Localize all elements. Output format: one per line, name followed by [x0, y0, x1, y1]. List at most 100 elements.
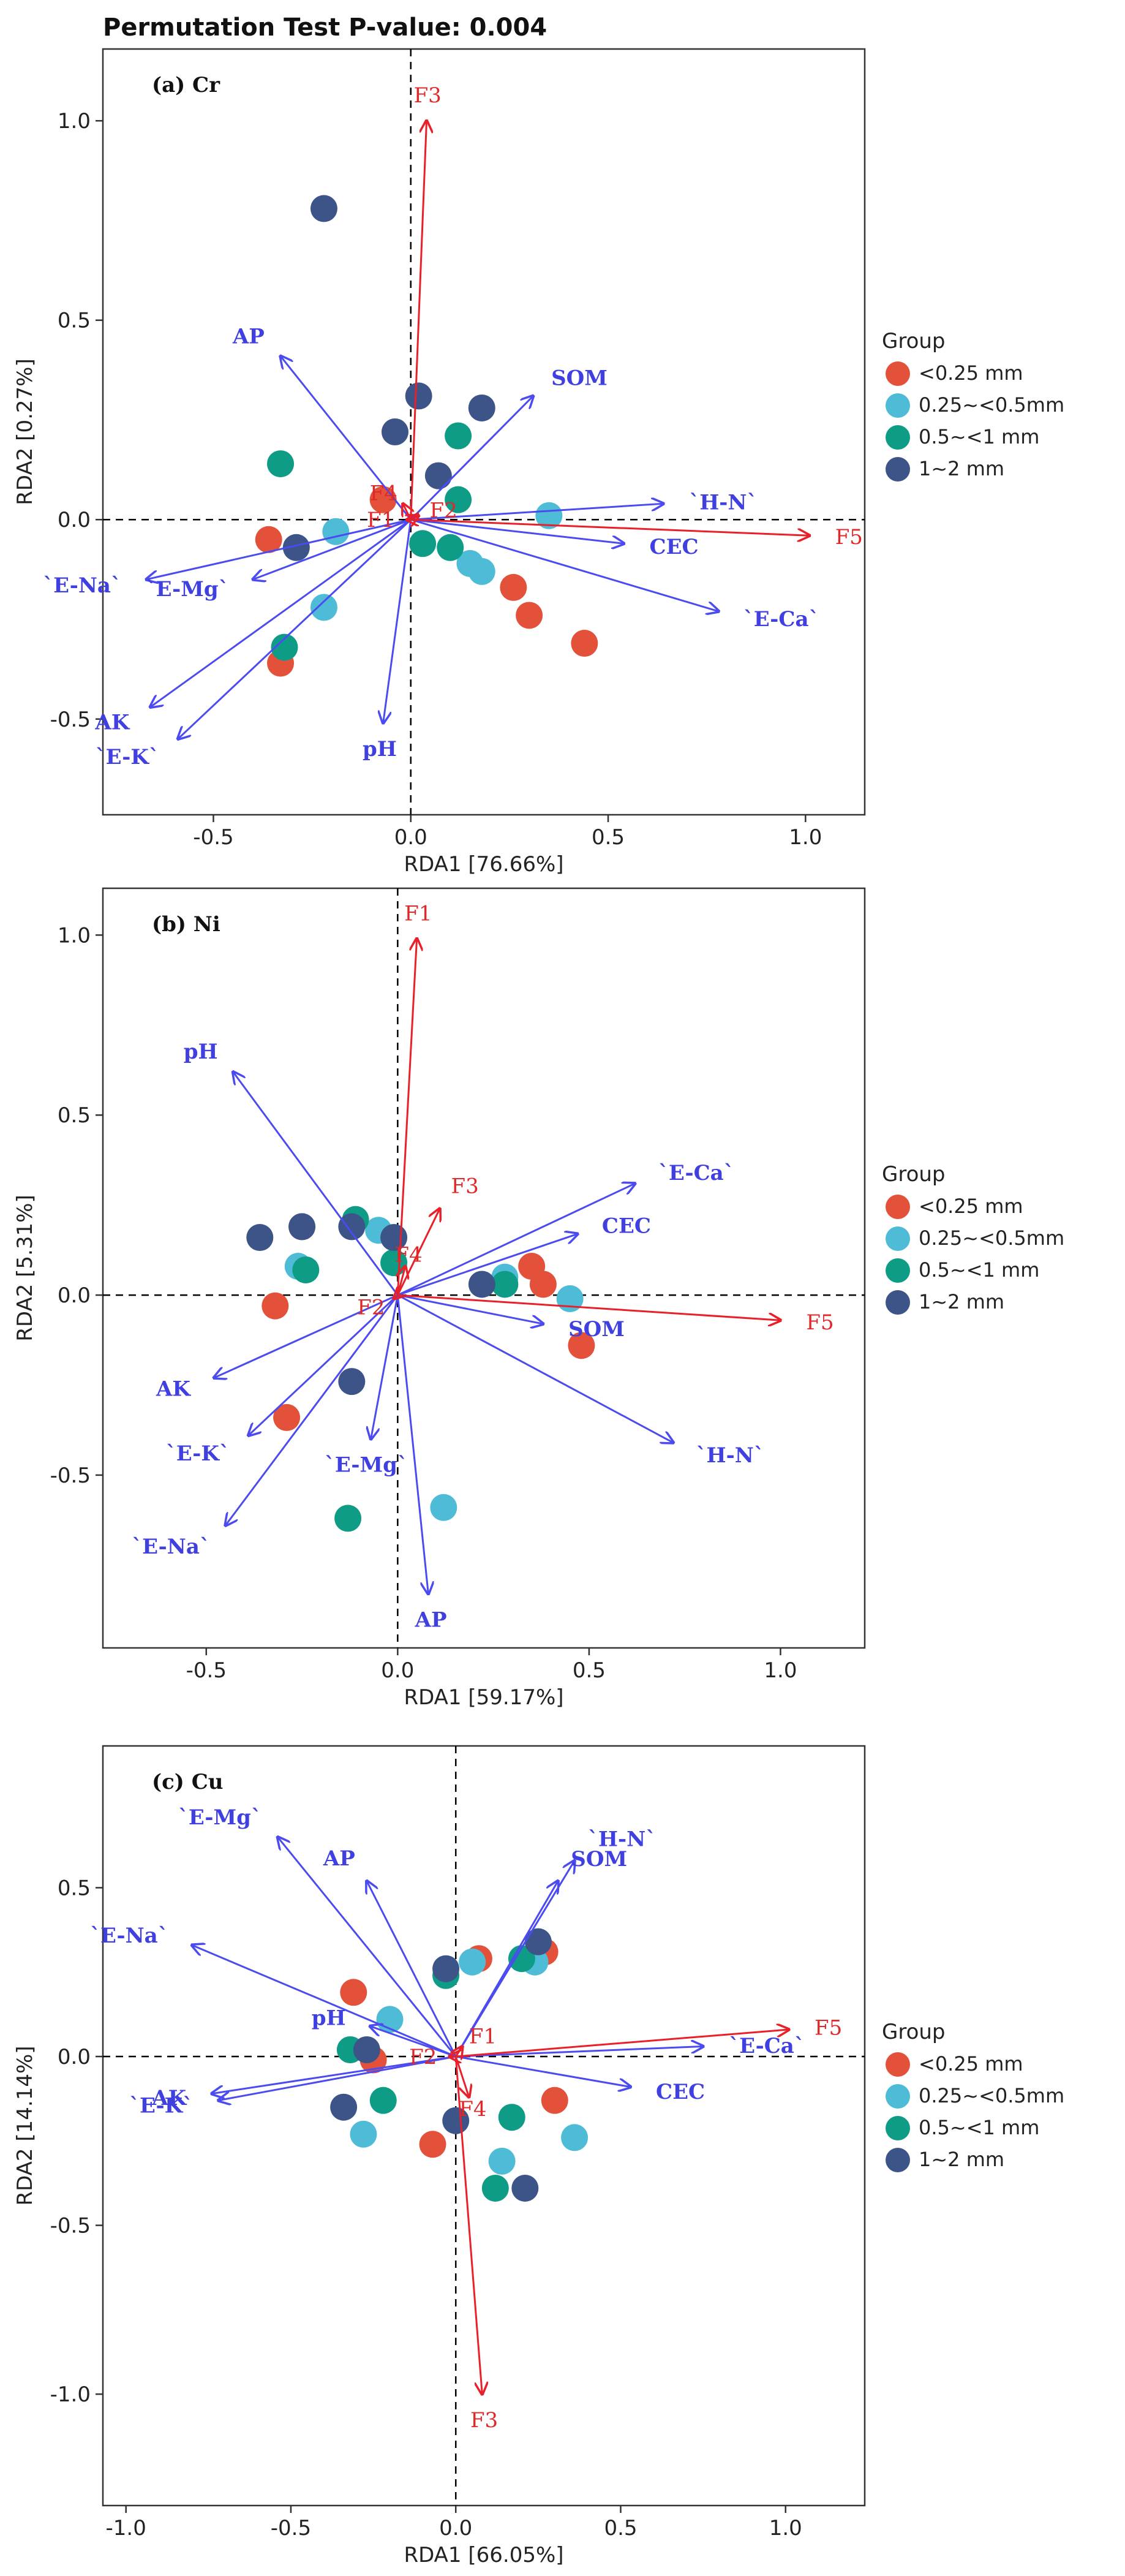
env-arrow: [214, 1294, 398, 1378]
legend-title: Group: [882, 329, 946, 353]
data-point: [419, 2131, 446, 2158]
env-arrow-label: pH: [312, 2006, 346, 2030]
env-arrow: [410, 518, 624, 543]
y-tick-label: 0.5: [58, 1103, 91, 1128]
fraction-arrow: [410, 121, 427, 520]
fraction-arrow-label: F4: [459, 2097, 486, 2121]
env-arrow: [410, 396, 533, 521]
fraction-arrow-label: F2: [357, 1296, 385, 1320]
fraction-arrow: [397, 1294, 780, 1320]
legend-swatch: [886, 1195, 910, 1219]
legend-swatch: [886, 1290, 910, 1315]
env-arrow: [383, 519, 412, 723]
data-point: [445, 422, 472, 450]
y-tick-label: -0.5: [50, 1464, 91, 1488]
panel-label: (a) Cr: [152, 73, 220, 97]
legend-swatch: [886, 361, 910, 386]
env-arrow: [367, 1881, 457, 2057]
x-tick-label: 0.0: [394, 825, 427, 850]
legend-label: 1~2 mm: [919, 1290, 1004, 1313]
data-point: [432, 1955, 460, 1982]
data-point: [340, 1979, 367, 2006]
data-point: [246, 1224, 274, 1252]
fraction-arrow-label: F5: [835, 525, 863, 550]
legend-swatch: [886, 2148, 910, 2172]
legend-label: 0.5~<1 mm: [919, 1258, 1039, 1282]
x-tick-label: 0.0: [439, 2516, 472, 2540]
legend-label: 0.25~<0.5mm: [919, 393, 1064, 417]
env-arrow-label: `E-K`: [166, 1441, 230, 1466]
data-point: [322, 518, 350, 545]
y-axis-label: RDA2 [5.31%]: [13, 1195, 37, 1341]
env-arrow: [146, 518, 412, 580]
env-arrow: [150, 519, 412, 707]
fraction-arrow-label: F2: [430, 499, 457, 523]
data-point: [556, 1285, 584, 1312]
env-arrow-label: AP: [415, 1608, 447, 1633]
y-tick-label: 0.0: [58, 1283, 91, 1308]
y-tick-label: -0.5: [50, 2214, 91, 2238]
y-tick-label: -1.0: [50, 2382, 91, 2407]
legend: Group <0.25 mm 0.25~<0.5mm 0.5~<1 mm 1~2 mm: [882, 1162, 1064, 1315]
data-point: [437, 534, 464, 561]
fraction-arrow: [454, 2056, 482, 2394]
data-point: [516, 602, 543, 629]
fraction-arrow: [411, 516, 419, 520]
legend-title: Group: [882, 2020, 946, 2044]
data-point: [468, 1271, 495, 1298]
data-point: [535, 502, 563, 529]
env-arrow-label: `E-K`: [96, 745, 159, 769]
x-tick-label: -0.5: [271, 2516, 311, 2540]
data-point: [338, 1368, 366, 1396]
data-point: [442, 2107, 470, 2134]
data-point: [282, 534, 310, 561]
x-tick-label: 0.5: [573, 1658, 606, 1683]
fraction-arrow: [410, 518, 810, 535]
env-arrow: [233, 1072, 399, 1296]
x-tick-label: -1.0: [106, 2516, 146, 2540]
y-tick-label: -0.5: [50, 708, 91, 732]
fraction-arrow-label: F5: [815, 2016, 842, 2041]
legend-swatch: [886, 1258, 910, 1283]
env-arrow-label: AK: [151, 2086, 187, 2110]
env-arrow-label: `E-Ca`: [743, 607, 819, 632]
data-point: [459, 1948, 486, 1976]
env-arrow-label: `E-Ca`: [658, 1161, 734, 1185]
env-arrow-label: `H-N`: [689, 491, 757, 515]
env-arrow: [249, 1294, 399, 1435]
env-arrow-label: pH: [184, 1040, 218, 1064]
fraction-arrow: [456, 2030, 789, 2058]
env-arrow-label: `H-N`: [696, 1443, 764, 1468]
legend-label: <0.25 mm: [919, 361, 1023, 385]
env-arrow: [212, 2055, 456, 2094]
x-tick-label: 0.5: [592, 825, 625, 850]
env-arrow: [370, 2026, 456, 2058]
env-arrow-label: CEC: [656, 2080, 705, 2104]
fraction-arrow-label: F1: [367, 508, 394, 532]
env-arrow: [225, 1294, 399, 1525]
env-arrow-label: SOM: [568, 1317, 625, 1342]
env-arrow: [410, 518, 719, 611]
y-tick-label: 0.5: [58, 309, 91, 333]
env-arrow-label: SOM: [551, 366, 608, 391]
data-point: [500, 573, 527, 601]
x-tick-label: 0.0: [381, 1658, 414, 1683]
fraction-arrow-label: F1: [404, 901, 432, 926]
data-point: [369, 2087, 397, 2114]
data-point: [561, 2124, 589, 2151]
data-point: [498, 2104, 525, 2131]
env-arrow: [277, 1837, 457, 2057]
data-point: [488, 2147, 516, 2175]
legend-label: 0.25~<0.5mm: [919, 1226, 1064, 1250]
env-arrow: [397, 1294, 543, 1324]
env-arrow-label: `E-Mg`: [178, 1805, 261, 1830]
rda-panel: -1.0 -0.5 0.0 0.5 1.0 -1.0 -0.5 0.0 0.5 RDA1 [66.…: [13, 1745, 866, 2567]
env-arrow-label: pH: [363, 737, 397, 761]
x-tick-label: -0.5: [186, 1658, 227, 1683]
env-arrow-label: `E-Na`: [90, 1924, 168, 1948]
legend-label: <0.25 mm: [919, 1195, 1023, 1218]
plot-frame: [102, 1745, 866, 2507]
fraction-arrow: [396, 1209, 440, 1296]
env-arrow: [397, 1234, 578, 1296]
